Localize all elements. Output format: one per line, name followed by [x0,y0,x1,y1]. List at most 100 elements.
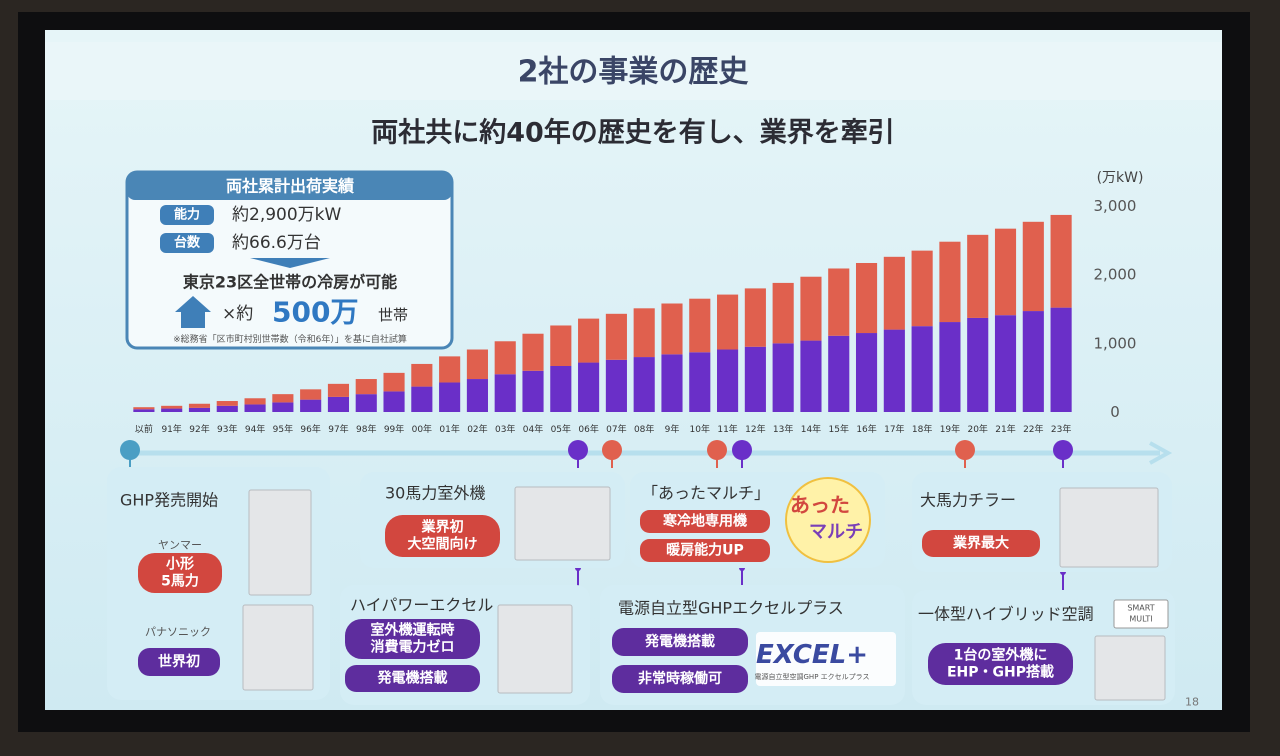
x-tick-label: 91年 [161,423,181,435]
logo-caption: 電源自立型空調GHP エクセルプラス [755,672,870,681]
bar-segment [272,394,294,403]
product-image [242,604,314,691]
timeline-dot [120,440,140,460]
bar-segment [466,349,488,380]
x-tick-label: 05年 [551,423,571,435]
bar-segment [689,352,711,412]
timeline-dot [602,440,622,460]
bar-segment [161,405,183,409]
x-tick-label: 11年 [717,423,737,435]
bar-segment [411,386,433,412]
x-tick-label: 19年 [940,423,960,435]
bar-segment [1050,214,1072,308]
info-box-header [127,172,452,200]
card-title: 大馬力チラー [920,491,1016,510]
x-tick-label: 06年 [578,423,598,435]
badge [640,510,770,533]
row-value: 約66.6万台 [232,233,321,253]
bar-segment [633,357,655,412]
bar-segment [744,346,766,412]
bar-segment [355,379,377,395]
bar-segment [800,340,822,412]
badge-text: EHP・GHP搭載 [947,664,1054,681]
page-number: 18 [1185,696,1199,709]
x-tick-label: 07年 [606,423,626,435]
bar-segment [244,404,266,412]
y-tick-label: 2,000 [1094,266,1137,284]
bar-segment [828,268,850,336]
y-tick-label: 0 [1110,403,1120,421]
card-title: 電源自立型GHPエクセルプラス [618,599,844,618]
badge-text: 発電機搭載 [644,633,715,650]
badge-text: 小形 [166,556,194,573]
bar-segment [133,409,155,412]
bar-segment [800,276,822,341]
card-title: GHP発売開始 [120,491,218,510]
bar-segment [466,379,488,412]
bar-segment [605,359,627,412]
product-image [1094,635,1166,701]
logo-text: マルチ [809,522,863,543]
x-tick-label: 12年 [745,423,765,435]
bar-segment [717,349,739,412]
bar-segment [383,372,405,392]
logo-text: SMART [1127,604,1154,613]
label-pill [160,205,214,225]
x-tick-label: 20年 [967,423,987,435]
x-tick-label: 92年 [189,423,209,435]
bar-segment [522,370,544,412]
bar-segment [550,365,572,412]
timeline-dot [955,440,975,460]
x-tick-label: 9年 [665,423,680,435]
bar-segment [1022,221,1044,312]
badge [385,515,500,557]
bar-segment [578,318,600,363]
bar-segment [216,401,238,406]
x-tick-label: 14年 [801,423,821,435]
x-tick-label: 08年 [634,423,654,435]
bar-segment [855,262,878,334]
timeline-dot [732,440,752,460]
bar-segment [494,341,516,375]
x-tick-label: 03年 [495,423,515,435]
bar-segment [994,315,1017,412]
x-tick-label: 23年 [1051,423,1071,435]
bar-segment [133,407,155,410]
x-tick-label: 96年 [300,423,320,435]
badge [922,530,1040,557]
info-box-header-text: 両社累計出荷実績 [226,177,355,196]
badge-text: 業界初 [421,519,464,536]
x-tick-label: 13年 [773,423,793,435]
x-tick-label: 16年 [856,423,876,435]
badge-text: 暖房能力UP [666,542,744,559]
product-image [514,486,611,561]
statement: 東京23区全世帯の冷房が可能 [183,273,397,292]
bar-segment [661,303,683,355]
x-tick-label: 22年 [1023,423,1043,435]
households-unit: 世帯 [378,306,408,324]
bar-segment [411,363,433,387]
x-tick-label: 18年 [912,423,932,435]
badge-text: 5馬力 [161,573,199,590]
bar-segment [689,298,711,353]
card-title: 30馬力室外機 [385,484,485,503]
row-value: 約2,900万kW [232,205,342,225]
x-tick-label: 21年 [995,423,1015,435]
title-band [45,42,1222,100]
logo-text: EXCEL+ [756,640,868,670]
x-tick-label: 02年 [467,423,487,435]
x-tick-label: 93年 [217,423,237,435]
badge [138,553,222,593]
bar-segment [772,282,794,344]
bar-segment [578,362,600,412]
product-image [1059,487,1159,568]
bar-segment [522,333,544,371]
note: ※総務省「区市町村別世帯数（令和6年）」を基に自社試算 [173,333,407,345]
x-tick-label: 04年 [523,423,543,435]
down-arrow [250,258,330,268]
bar-segment [772,343,794,412]
bar-segment [300,389,322,400]
x-tick-label: 01年 [439,423,459,435]
label-pill [160,233,214,253]
